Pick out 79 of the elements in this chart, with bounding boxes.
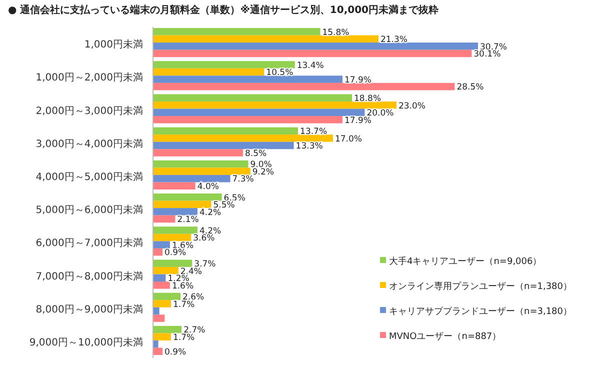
data-label: 7.3%	[232, 174, 254, 185]
bar	[153, 142, 294, 150]
data-label: 1.7%	[172, 300, 195, 310]
bar	[153, 215, 176, 223]
bar	[153, 300, 171, 308]
bar	[153, 260, 192, 267]
data-label: 13.3%	[296, 142, 323, 152]
bar	[153, 108, 365, 116]
bar	[153, 42, 478, 50]
data-label: 21.3%	[380, 35, 408, 46]
legend-label: キャリアサブブランドユーザー（n=3,180）	[389, 306, 572, 317]
bar	[153, 160, 248, 168]
legend-label: 大手4キャリアユーザー（n=9,006）	[389, 256, 542, 267]
data-label: 17.0%	[334, 134, 362, 144]
chart-title: ● 通信会社に支払っている端末の月額料金（単数）※通信サービス別、10,000円未満まで抜粋	[8, 4, 439, 16]
y-tick-label: 3,000円～4,000円未満	[36, 138, 143, 150]
data-label: 13.4%	[296, 60, 324, 71]
legend-label: MVNOユーザー（n=887）	[389, 331, 502, 342]
y-tick-label: 9,000円～10,000円未満	[29, 336, 143, 348]
bar	[153, 241, 170, 248]
data-label: 10.5%	[266, 68, 294, 78]
bar	[153, 292, 181, 300]
bar	[153, 194, 222, 201]
data-label: 4.2%	[199, 208, 222, 218]
data-label: 8.5%	[244, 148, 267, 159]
data-label: 13.7%	[300, 127, 328, 138]
y-tick-label: 8,000円～9,000円未満	[36, 303, 143, 316]
data-label: 2.1%	[177, 215, 199, 226]
bar	[153, 134, 333, 142]
data-label: 28.5%	[456, 82, 484, 93]
bar	[153, 234, 192, 242]
data-label: 15.8%	[322, 28, 350, 38]
bar	[153, 35, 378, 43]
bar	[153, 333, 171, 340]
bar	[153, 61, 295, 68]
y-tick-label: 7,000円～8,000円未満	[36, 270, 143, 282]
bar	[153, 226, 198, 234]
bar	[153, 200, 212, 208]
y-tick-label: 1,000円～2,000円未満	[36, 72, 143, 84]
bar	[153, 266, 178, 274]
data-label: 4.0%	[197, 182, 219, 192]
bar	[153, 282, 170, 289]
bar	[153, 307, 160, 315]
data-label: 17.9%	[344, 75, 372, 86]
data-label: 0.9%	[164, 248, 186, 258]
data-label: 23.0%	[398, 101, 426, 112]
bar	[153, 76, 342, 83]
y-tick-label: 5,000円～6,000円未満	[36, 204, 143, 216]
bar	[153, 174, 230, 182]
bar	[153, 116, 342, 124]
bar	[153, 127, 298, 135]
bar	[153, 340, 158, 348]
data-label: 1.7%	[172, 332, 195, 343]
data-label: 9.2%	[252, 167, 274, 178]
data-label: 1.6%	[172, 281, 194, 292]
bar	[153, 182, 196, 190]
bar	[153, 348, 163, 355]
bar	[153, 28, 320, 36]
y-tick-label: 4,000円～5,000円未満	[36, 170, 143, 183]
bar	[153, 208, 198, 216]
data-label: 0.9%	[164, 348, 186, 358]
data-label: 18.8%	[354, 94, 382, 104]
bar	[153, 101, 396, 109]
bar	[153, 94, 352, 102]
bar	[153, 326, 182, 334]
bar	[153, 149, 243, 156]
y-tick-label: 6,000円～7,000円未満	[36, 237, 143, 250]
legend-label: オンライン専用プランユーザー（n=1,380）	[389, 281, 572, 292]
bar	[153, 82, 455, 90]
y-tick-label: 2,000円～3,000円未満	[36, 104, 143, 117]
bar	[153, 68, 264, 76]
data-label: 3.6%	[193, 234, 215, 244]
bar	[153, 274, 166, 282]
bar	[153, 248, 163, 256]
bar	[153, 314, 165, 322]
bar	[153, 50, 472, 58]
y-tick-label: 1,000円未満	[84, 38, 143, 51]
bar	[153, 168, 250, 175]
data-label: 30.1%	[474, 50, 501, 60]
